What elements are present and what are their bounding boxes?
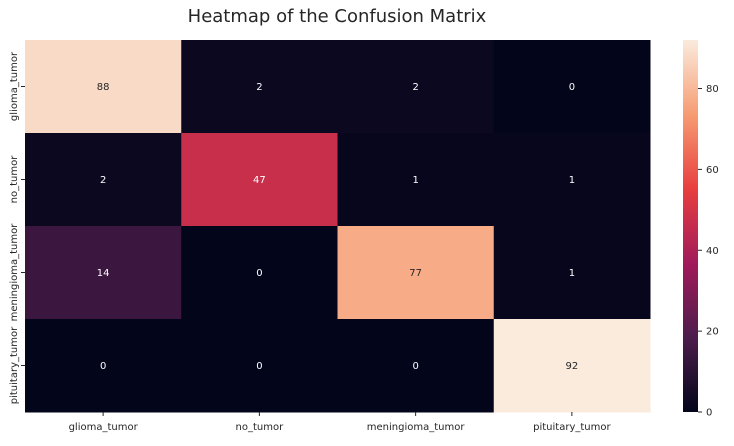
heatmap-cell	[337, 226, 495, 320]
cell-value-label: 2	[100, 175, 106, 186]
cell-value-label: 1	[412, 175, 418, 186]
colorbar-tick-label: 80	[706, 84, 719, 95]
heatmap-cell	[25, 226, 182, 320]
heatmap-cell	[337, 133, 495, 227]
cell-value-label: 1	[569, 175, 575, 186]
y-tick-label: no_tumor	[9, 155, 20, 204]
cell-value-label: 0	[412, 361, 418, 372]
x-tick-label: meningioma_tumor	[367, 422, 466, 433]
heatmap-cell	[493, 319, 651, 413]
cell-value-label: 0	[256, 268, 262, 279]
cell-value-label: 0	[569, 82, 575, 93]
heatmap-cell	[493, 226, 651, 320]
heatmap-cell	[181, 226, 338, 320]
cell-value-label: 0	[256, 361, 262, 372]
colorbar-tick-label: 40	[706, 246, 719, 257]
cell-value-label: 2	[256, 82, 262, 93]
y-tick-label: pituitary_tumor	[9, 326, 20, 404]
heatmap-cell	[337, 40, 495, 134]
y-tick-label: glioma_tumor	[9, 51, 20, 121]
colorbar-ticks: 0 20 40 60 80	[698, 84, 719, 419]
chart-title: Heatmap of the Confusion Matrix	[188, 6, 487, 27]
colorbar-tick-label: 60	[706, 165, 719, 176]
heatmap-cell	[181, 133, 338, 227]
colorbar-tick-label: 20	[706, 327, 719, 338]
colorbar: 0 20 40 60 80	[683, 40, 719, 419]
heatmap-cell	[25, 40, 182, 134]
heatmap-cell	[337, 319, 495, 413]
cell-value-label: 77	[409, 268, 422, 279]
heatmap-cells: 88 2 2 0 2 47 1 1 14 0 77 1 0 0 0 92	[25, 40, 651, 413]
heatmap-cell	[25, 319, 182, 413]
cell-value-label: 47	[253, 175, 266, 186]
heatmap-cell	[181, 40, 338, 134]
heatmap-cell	[25, 133, 182, 227]
heatmap-cell	[493, 40, 651, 134]
y-tick-label: meningioma_tumor	[9, 223, 20, 322]
x-tick-label: no_tumor	[236, 422, 285, 433]
x-axis: glioma_tumor no_tumor meningioma_tumor pitu…	[69, 412, 611, 433]
cell-value-label: 92	[566, 361, 579, 372]
cell-value-label: 14	[97, 268, 110, 279]
cell-value-label: 88	[97, 82, 110, 93]
x-tick-label: glioma_tumor	[69, 422, 139, 433]
cell-value-label: 1	[569, 268, 575, 279]
heatmap-cell	[493, 133, 651, 227]
y-axis: glioma_tumor no_tumor meningioma_tumorpitu…	[9, 51, 25, 404]
colorbar-gradient	[683, 40, 698, 412]
x-tick-label: pituitary_tumor	[533, 422, 611, 433]
cell-value-label: 2	[412, 82, 418, 93]
heatmap-cell	[181, 319, 338, 413]
colorbar-tick-label: 0	[706, 408, 712, 419]
cell-value-label: 0	[100, 361, 106, 372]
